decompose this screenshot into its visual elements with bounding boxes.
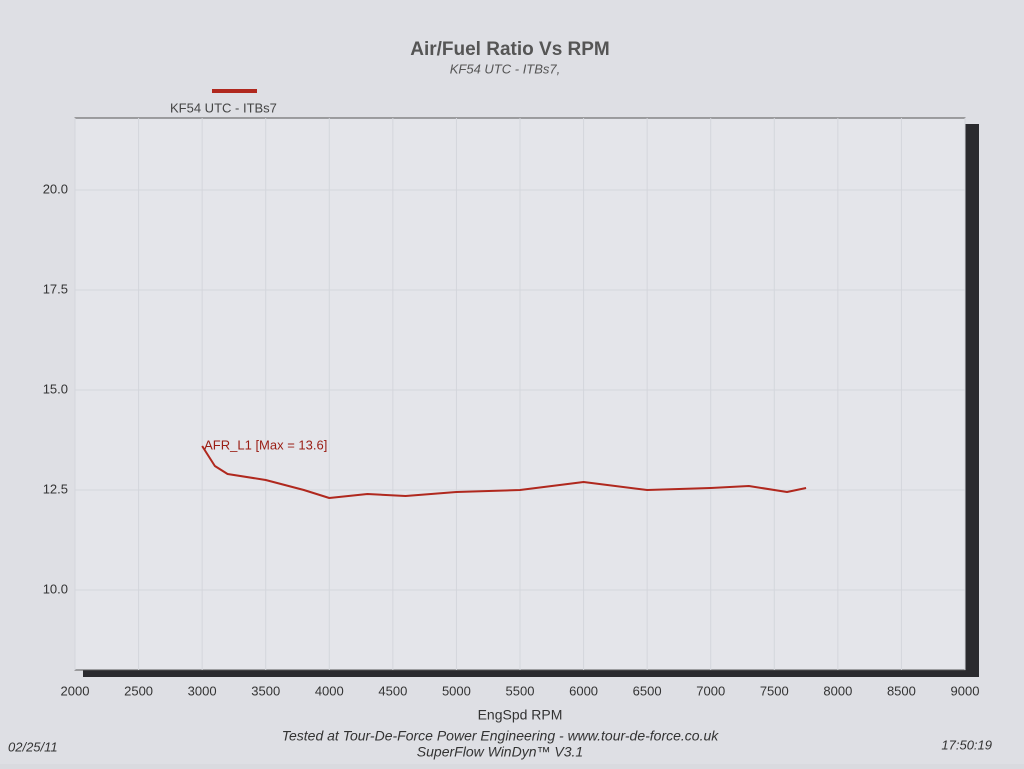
x-tick-label: 3500	[251, 683, 280, 698]
x-tick-label: 4500	[378, 683, 407, 698]
time: 17:50:19	[941, 737, 992, 752]
x-tick-label: 2500	[124, 683, 153, 698]
x-tick-label: 8500	[887, 683, 916, 698]
x-axis-label: EngSpd RPM	[478, 707, 563, 723]
x-tick-label: 4000	[315, 683, 344, 698]
x-tick-label: 5000	[442, 683, 471, 698]
footer-line: SuperFlow WinDyn™ V3.1	[417, 744, 583, 760]
data-line	[201, 445, 807, 499]
footer-line: Tested at Tour-De-Force Power Engineerin…	[282, 728, 720, 744]
y-tick-label: 12.5	[43, 481, 68, 496]
x-tick-label: 8000	[823, 683, 852, 698]
x-tick-label: 7000	[696, 683, 725, 698]
x-tick-label: 6500	[633, 683, 662, 698]
y-tick-label: 10.0	[43, 581, 68, 596]
x-tick-label: 6000	[569, 683, 598, 698]
annotation: AFR_L1 [Max = 13.6]	[204, 437, 327, 452]
x-tick-label: 7500	[760, 683, 789, 698]
x-tick-label: 3000	[188, 683, 217, 698]
y-tick-label: 20.0	[43, 181, 68, 196]
chart-subtitle: KF54 UTC - ITBs7,	[450, 61, 561, 76]
x-tick-label: 2000	[61, 683, 90, 698]
chart-title: Air/Fuel Ratio Vs RPM	[410, 39, 610, 60]
x-tick-label: 5500	[506, 683, 535, 698]
x-tick-label: 9000	[951, 683, 980, 698]
y-tick-label: 17.5	[43, 281, 68, 296]
y-tick-label: 15.0	[43, 381, 68, 396]
legend-label: KF54 UTC - ITBs7	[170, 100, 277, 115]
date: 02/25/11	[8, 739, 58, 754]
